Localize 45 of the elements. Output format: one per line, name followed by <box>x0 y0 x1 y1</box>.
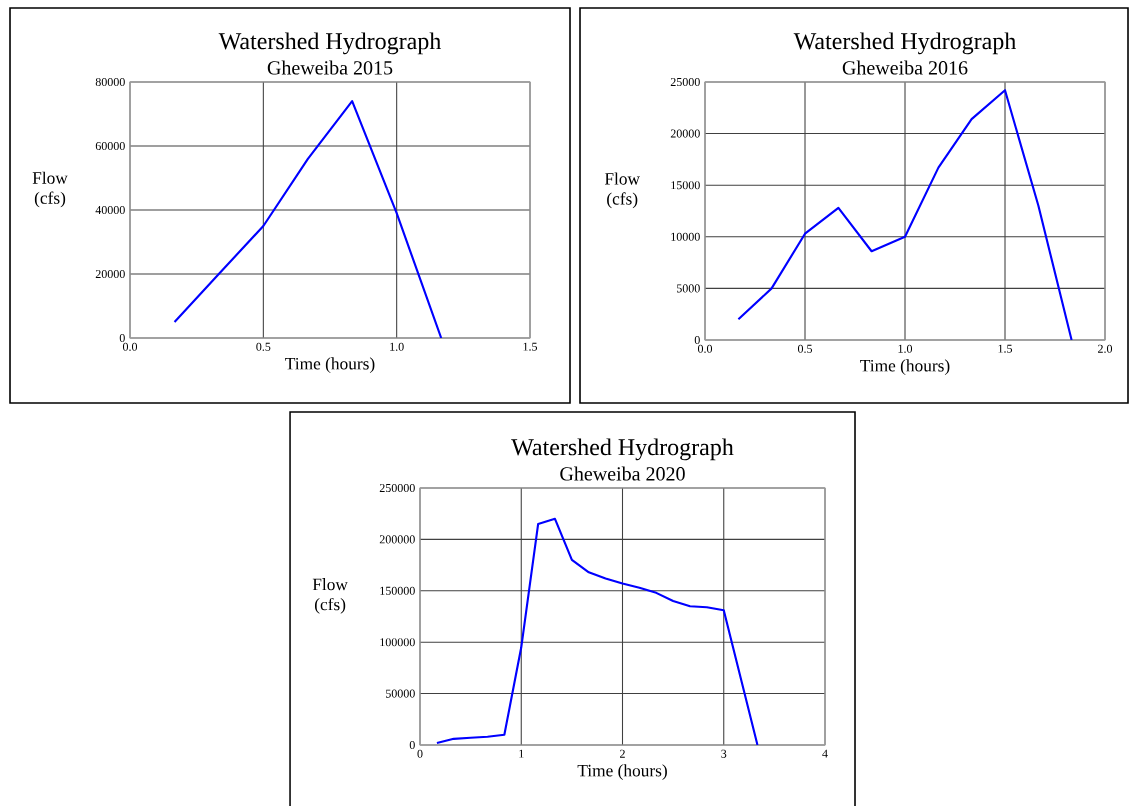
y-tick-label: 40000 <box>95 205 125 215</box>
x-tick-label: 1.0 <box>898 344 913 353</box>
x-axis-title: Time (hours) <box>577 764 667 780</box>
y-tick-label: 150000 <box>380 586 415 595</box>
x-tick-label: 2.0 <box>1098 344 1113 353</box>
x-tick-label: 0.5 <box>256 342 271 351</box>
y-tick-label: 250000 <box>379 483 415 493</box>
x-axis-title: Time (hours) <box>860 359 950 376</box>
x-axis-title: Time (hours) <box>285 357 375 374</box>
x-tick-label: 0 <box>417 749 423 758</box>
chart-subtitle: Gheweiba 2015 <box>267 60 393 75</box>
chart-title: Watershed Hydrograph <box>511 438 734 461</box>
chart-title: Watershed Hydrograph <box>218 32 442 55</box>
x-tick-label: 3 <box>721 749 727 758</box>
y-tick-label: 15000 <box>671 181 700 190</box>
y-tick-label: 50000 <box>385 689 415 698</box>
y-axis-title: Flow (cfs) <box>32 171 68 208</box>
x-tick-label: 1.5 <box>523 342 538 351</box>
y-axis-title: Flow (cfs) <box>312 578 348 614</box>
x-tick-label: 1.0 <box>390 342 404 351</box>
y-tick-label: 10000 <box>671 232 700 241</box>
x-tick-label: 0.5 <box>797 344 813 353</box>
line-series <box>737 89 1073 340</box>
x-tick-label: 0.0 <box>122 342 138 351</box>
chart-subtitle: Gheweiba 2020 <box>560 466 685 481</box>
y-tick-label: 0 <box>409 740 415 750</box>
y-tick-label: 0 <box>119 333 125 343</box>
x-tick-label: 1.5 <box>998 344 1013 353</box>
x-tick-label: 2 <box>620 749 625 758</box>
x-tick-label: 0.0 <box>697 344 713 353</box>
line-series <box>173 100 443 338</box>
line-series <box>435 517 759 745</box>
y-tick-label: 20000 <box>95 269 125 279</box>
y-axis-title: Flow (cfs) <box>604 172 640 209</box>
x-tick-label: 4 <box>822 749 828 758</box>
y-tick-label: 20000 <box>670 129 700 138</box>
y-tick-label: 80000 <box>95 77 125 87</box>
y-tick-label: 200000 <box>379 535 415 544</box>
chart-subtitle: Gheweiba 2016 <box>842 60 968 75</box>
y-tick-label: 60000 <box>95 141 125 151</box>
y-tick-label: 100000 <box>380 638 415 647</box>
y-tick-label: 25000 <box>670 77 700 87</box>
chart-title: Watershed Hydrograph <box>793 32 1017 55</box>
x-tick-label: 1 <box>519 749 524 758</box>
y-tick-label: 5000 <box>676 284 700 293</box>
